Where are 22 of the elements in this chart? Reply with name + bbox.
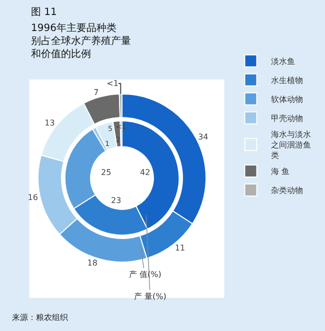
slice-label: 产 量(%) — [134, 292, 166, 301]
data-label: 7 — [94, 88, 99, 97]
slice-label: 产 值(%) — [129, 270, 162, 279]
data-label: 25 — [101, 168, 112, 177]
data-label: 11 — [174, 243, 186, 252]
data-label: 42 — [140, 168, 150, 177]
data-label: 23 — [111, 196, 122, 205]
legend-label: 海 鱼 — [270, 167, 290, 176]
legend-label: 淡水鱼 — [270, 56, 295, 66]
legend-label: 水生植物 — [270, 76, 303, 85]
chart-title: 图 11 — [31, 7, 57, 18]
chart-subtitle: 1996年主要品种类别占全球水产养殖产量和价值的比例 — [31, 22, 131, 60]
data-label: <1 — [106, 78, 118, 88]
legend-label: 甲壳动物 — [270, 114, 303, 123]
legend-label: 海水与淡水之间洄游鱼类 — [270, 130, 311, 160]
data-label: 34 — [198, 132, 208, 142]
source-note: 来源：粮农组织 — [12, 313, 68, 322]
data-label: 16 — [28, 192, 38, 202]
data-label: 18 — [87, 258, 98, 268]
legend-label: 软体动物 — [270, 94, 303, 104]
legend-label: 杂类动物 — [270, 186, 303, 196]
data-label: 13 — [44, 118, 55, 128]
